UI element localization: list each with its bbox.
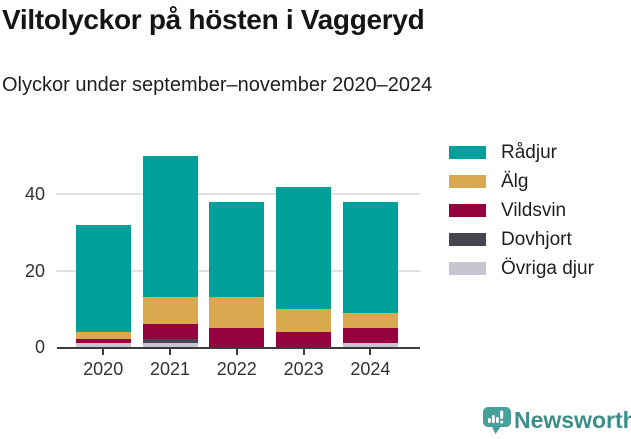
- legend-label: Dovhjort: [501, 228, 572, 250]
- bar-segment-2024-Älg: [342, 312, 398, 328]
- x-axis-tick-label: 2020: [83, 359, 124, 379]
- legend-swatch: [449, 233, 486, 246]
- legend-item-Rådjur: Rådjur: [449, 142, 594, 163]
- y-axis-tick-label: 0: [34, 337, 45, 357]
- bar-segment-2024-Övriga djur: [342, 343, 398, 347]
- bar-segment-2021-Dovhjort: [142, 339, 198, 344]
- gridline-y40: [56, 193, 420, 196]
- x-axis-tick: [102, 349, 105, 355]
- bar-segment-2022-Älg: [209, 297, 265, 328]
- bar-segment-2021-Rådjur: [142, 156, 198, 298]
- legend-item-Dovhjort: Dovhjort: [449, 229, 594, 250]
- bar-segment-2020-Rådjur: [75, 224, 131, 332]
- bar-segment-2022-Rådjur: [209, 202, 265, 298]
- x-axis-tick-label: 2024: [350, 359, 391, 379]
- legend-swatch: [449, 146, 486, 159]
- legend-label: Rådjur: [501, 141, 557, 163]
- bar-segment-2024-Rådjur: [342, 202, 398, 313]
- x-axis-tick: [235, 349, 238, 355]
- bar-segment-2020-Älg: [75, 331, 131, 340]
- x-axis-line: [57, 346, 420, 349]
- bar-segment-2020-Vildsvin: [75, 339, 131, 344]
- bar-segment-2021-Älg: [142, 297, 198, 325]
- bar-segment-2022-Vildsvin: [209, 327, 265, 347]
- legend: Rådjur Älg Vildsvin Dovhjort Övriga djur: [449, 142, 594, 291]
- legend-swatch: [449, 204, 486, 217]
- bar-segment-2023-Vildsvin: [276, 331, 332, 347]
- bar-segment-2021-Vildsvin: [142, 324, 198, 340]
- legend-item-Vildsvin: Vildsvin: [449, 200, 594, 221]
- chart-title: Viltolyckor på hösten i Vaggeryd: [2, 4, 425, 35]
- bar-segment-2021-Övriga djur: [142, 343, 198, 347]
- bar-segment-2023-Älg: [276, 308, 332, 332]
- bar-segment-2020-Övriga djur: [75, 343, 131, 347]
- legend-swatch: [449, 262, 486, 275]
- x-axis-tick: [369, 349, 372, 355]
- brand-footer: Newsworthy: [483, 407, 631, 434]
- bar-segment-2024-Vildsvin: [342, 327, 398, 344]
- legend-label: Älg: [501, 170, 529, 192]
- legend-swatch: [449, 175, 486, 188]
- x-axis-tick: [169, 349, 171, 355]
- legend-label: Övriga djur: [501, 257, 594, 279]
- chart-subtitle: Olyckor under september–november 2020–20…: [2, 74, 433, 96]
- x-axis-tick-label: 2023: [283, 359, 324, 379]
- newsworthy-logo-icon: [483, 407, 511, 434]
- legend-item-Övriga djur: Övriga djur: [449, 258, 594, 279]
- legend-label: Vildsvin: [501, 199, 567, 221]
- x-axis-tick: [302, 349, 305, 355]
- bar-segment-2023-Rådjur: [276, 186, 332, 309]
- legend-item-Älg: Älg: [449, 171, 594, 192]
- y-axis-tick-label: 40: [24, 184, 45, 205]
- y-axis-tick-label: 20: [24, 260, 45, 281]
- brand-name: Newsworthy: [514, 407, 631, 433]
- x-axis-tick-label: 2022: [216, 359, 257, 379]
- x-axis-tick-label: 2021: [149, 359, 191, 379]
